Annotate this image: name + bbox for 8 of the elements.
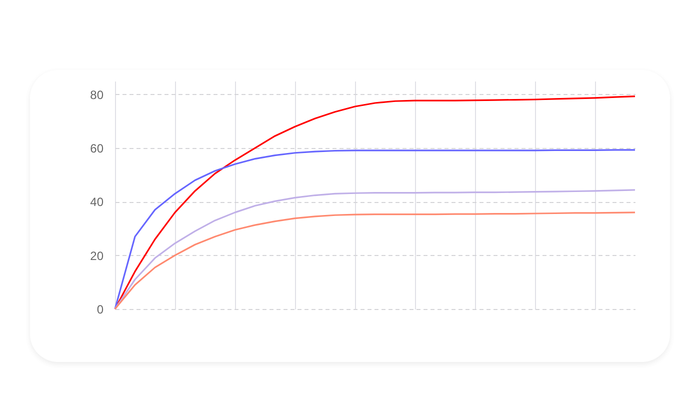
line-series <box>114 149 636 310</box>
y-tick-label: 20 <box>90 248 104 263</box>
y-tick-label: 80 <box>90 88 104 102</box>
y-tick-label: 0 <box>96 302 104 316</box>
line-series <box>114 189 636 310</box>
line-series <box>114 212 636 310</box>
y-tick-label: 60 <box>90 142 104 156</box>
y-tick-label: 40 <box>90 195 104 210</box>
